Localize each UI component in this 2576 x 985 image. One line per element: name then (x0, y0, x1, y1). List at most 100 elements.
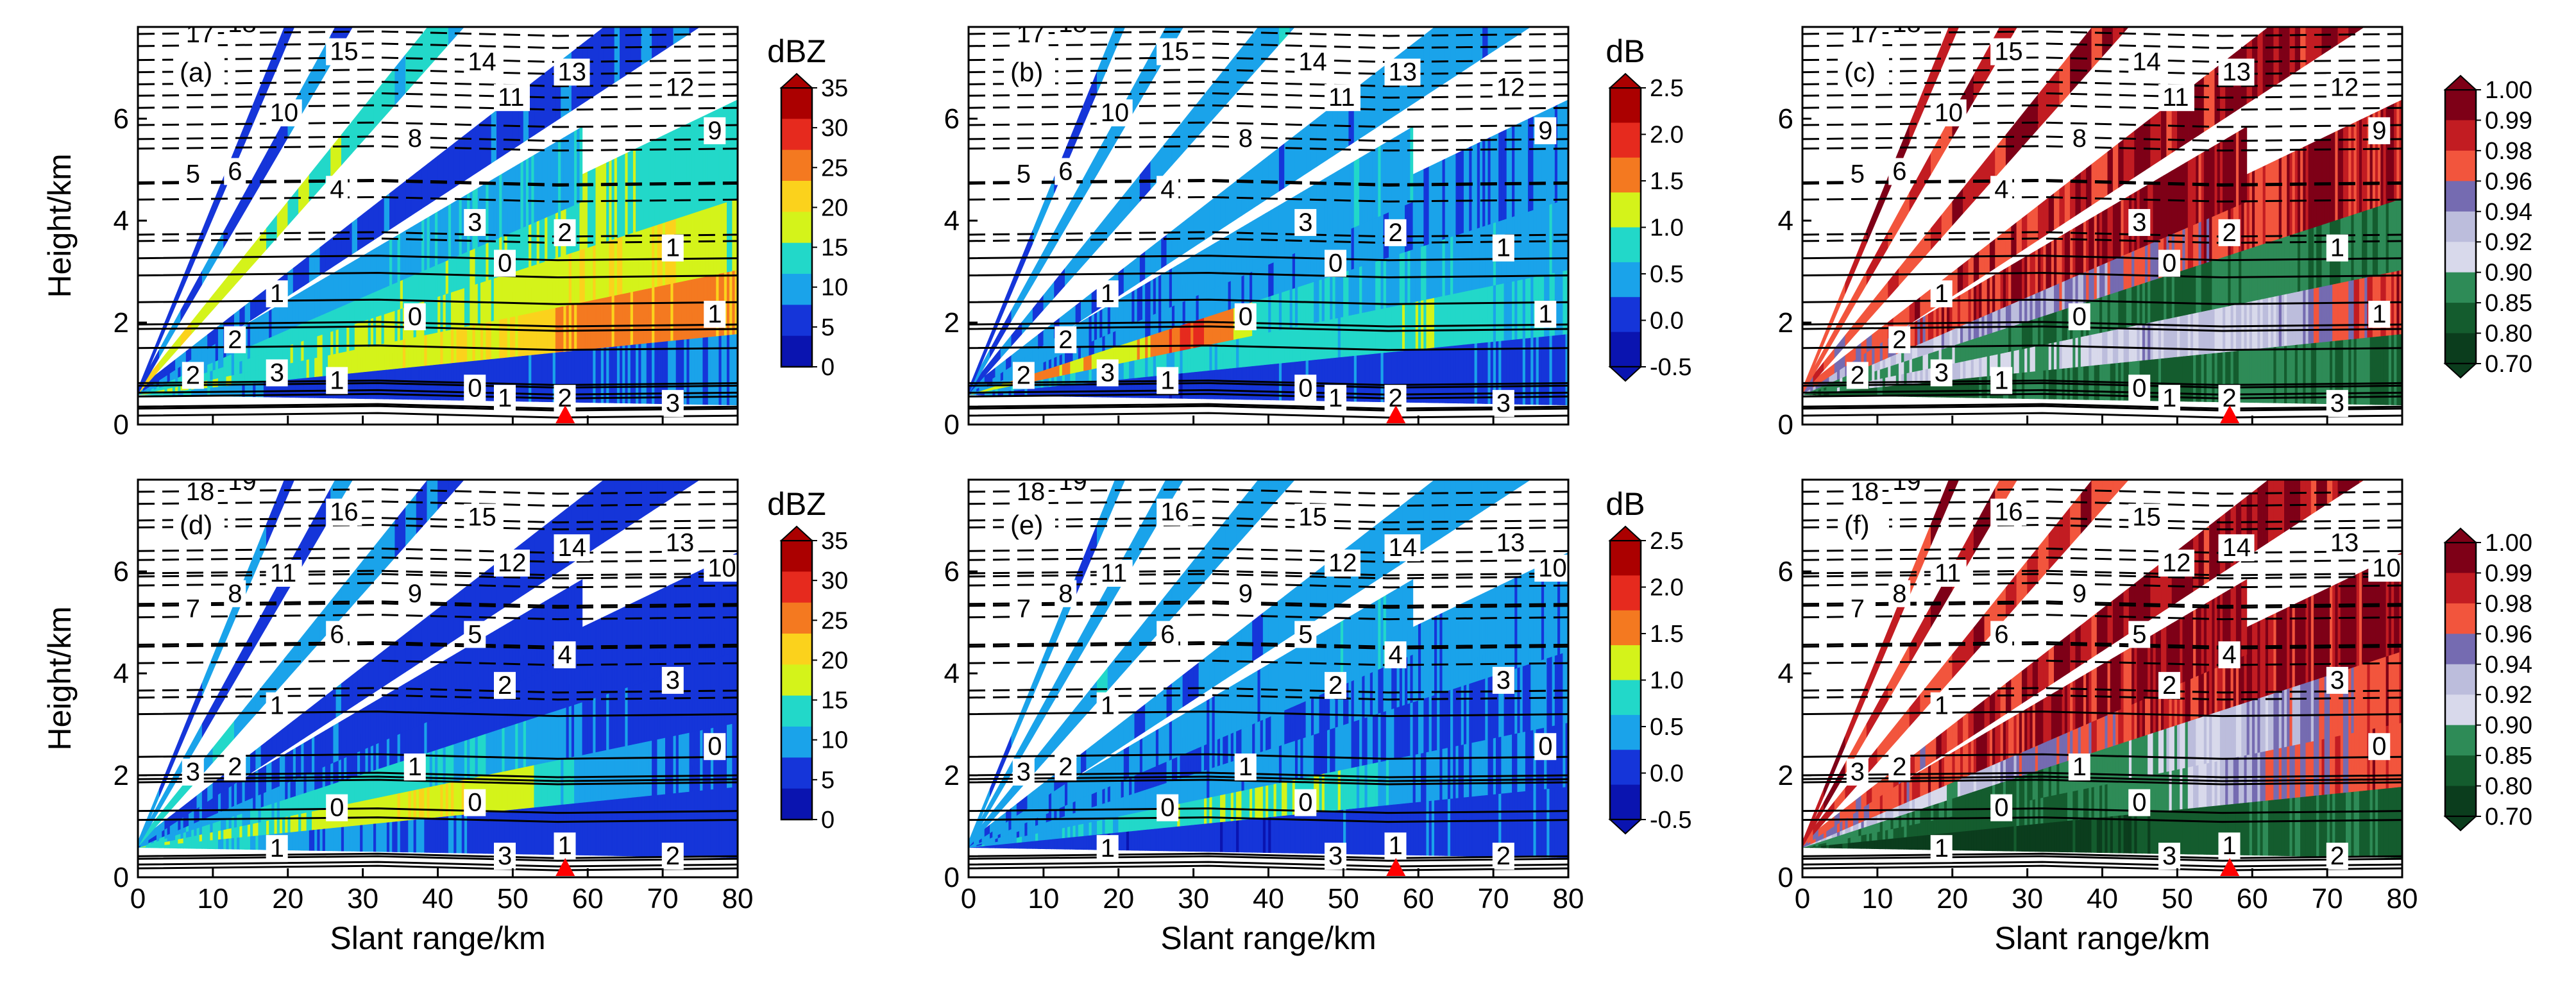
beam-cell (590, 169, 593, 248)
beam-cell (276, 304, 280, 335)
beam-cell (1845, 321, 1856, 347)
beam-cell (2011, 222, 2017, 258)
temperature-contour (969, 321, 1568, 328)
beam-cell (263, 312, 267, 341)
beam-cell (1118, 27, 1126, 43)
contour-label-bg (1294, 48, 1331, 76)
beam-cell (1504, 129, 1507, 220)
beam-cell (215, 340, 219, 362)
beam-cell (1075, 301, 1081, 325)
beam-cell (459, 135, 465, 185)
beam-cell (1086, 317, 1090, 344)
beam-cell (352, 217, 358, 255)
contour-label: 13 (2223, 58, 2251, 86)
beam-cell (1343, 165, 1346, 233)
beam-cell (1375, 68, 1382, 129)
beam-cell (1362, 155, 1366, 224)
temperature-contour (138, 321, 738, 328)
beam-cell (627, 151, 631, 235)
contour-label-bg (1534, 301, 1557, 328)
contour-label-bg (403, 27, 440, 28)
beam-cell (2164, 173, 2167, 239)
beam-cell (306, 287, 310, 322)
beam-cell (523, 159, 527, 228)
contour-label-bg (1492, 390, 1514, 417)
beam-cell (330, 134, 342, 178)
temperature-contour (1802, 80, 2402, 87)
beam-cell (595, 166, 599, 246)
beam-cell (1514, 27, 1521, 38)
colorbar-tick-label: 0.70 (2485, 351, 2532, 378)
contour-label: 1 (498, 384, 512, 412)
beam-cell (1241, 172, 1248, 216)
beam-cell (496, 175, 500, 239)
beam-cell (1043, 342, 1047, 363)
contour-label-bg (1234, 27, 1271, 28)
beam-cell (2340, 128, 2344, 219)
beam-cell (2201, 151, 2205, 222)
beam-cell (1877, 326, 1883, 346)
beam-cell (1043, 281, 1055, 310)
contour-label: 18 (1892, 10, 1921, 38)
beam-cell (652, 27, 658, 59)
beam-cell (2075, 172, 2081, 216)
colorbar-swatch (1610, 262, 1641, 298)
beam-cell (2332, 27, 2339, 48)
contour-label-bg (1888, 27, 1925, 37)
temperature-contour (1802, 121, 2402, 128)
beam-cell (2080, 222, 2084, 274)
beam-cell (1123, 264, 1130, 293)
beam-cell (2080, 168, 2087, 213)
beam-cell (1185, 258, 1189, 301)
beam-cell (1525, 119, 1529, 213)
beam-cell (1552, 0, 1557, 13)
contour-label-bg (1096, 280, 1119, 308)
temperature-contour (969, 104, 1568, 111)
temperature-contour (138, 80, 738, 87)
beam-cell (1391, 137, 1394, 212)
contour-label-bg (704, 117, 726, 144)
beam-cell (1327, 105, 1333, 160)
beam-cell (1282, 201, 1285, 259)
contour-label-bg (1846, 27, 1883, 47)
beam-cell (1220, 238, 1223, 286)
contour-label: 11 (1328, 83, 1355, 112)
colorbar-tick-label: 1.00 (2485, 77, 2532, 104)
beam-cell (1439, 27, 1446, 87)
beam-cell (1161, 134, 1173, 178)
colorbar-min-arrow (2443, 363, 2478, 379)
contour-label: 2 (1389, 219, 1403, 247)
contour-label: 1 (1328, 384, 1343, 412)
beam-cell (1094, 312, 1097, 341)
contour-label-bg (1888, 158, 1911, 185)
beam-cell (2091, 27, 2103, 69)
beam-cell (727, 0, 732, 9)
beam-cell (697, 117, 700, 212)
beam-cell (1461, 149, 1464, 234)
contour-label-bg (2068, 303, 2090, 330)
beam-cell (2396, 101, 2400, 201)
contour-label-bg (1990, 176, 2013, 203)
contour-label-bg (2218, 58, 2255, 86)
contour-label-bg (1846, 362, 1868, 389)
beam-cell (1367, 151, 1371, 222)
beam-cell (1877, 342, 1881, 363)
beam-cell (1431, 164, 1435, 244)
colorbar-max-arrow (2443, 74, 2478, 90)
beam-cell (443, 147, 449, 196)
beam-cell (1960, 293, 1963, 327)
beam-cell (191, 308, 203, 335)
temperature-contour (1802, 237, 2402, 244)
temperature-contour (138, 325, 738, 332)
beam-cell (2278, 157, 2282, 239)
panel-tag: (b) (1010, 57, 1043, 87)
temperature-contour (969, 196, 1568, 203)
colorbar-max-arrow (1608, 72, 1643, 88)
contour-label: 1 (1994, 366, 2008, 394)
contour-label: 15 (1994, 38, 2023, 66)
contour-label-bg (661, 390, 684, 417)
beam-cell (1239, 227, 1242, 278)
contour-label: 2 (558, 384, 572, 412)
beam-cell (1898, 254, 1910, 287)
temperature-contour (969, 325, 1568, 332)
